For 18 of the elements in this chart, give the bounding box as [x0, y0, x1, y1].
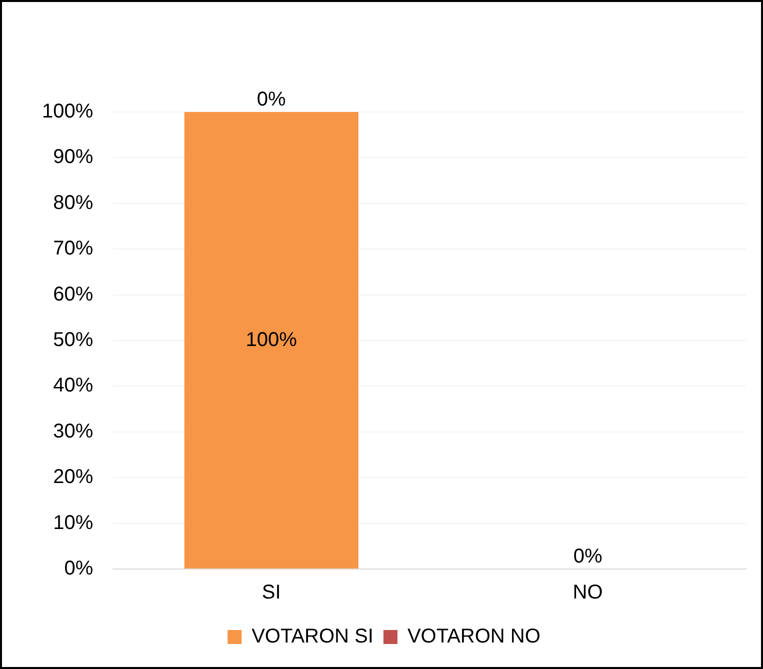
legend-label: VOTARON SI [252, 626, 374, 648]
y-tick-label: 90% [53, 146, 94, 168]
y-tick-label: 30% [53, 420, 94, 442]
legend-label: VOTARON NO [407, 626, 540, 648]
data-label: 0% [573, 546, 602, 568]
y-tick-label: 60% [53, 283, 94, 306]
y-tick-label: 80% [53, 192, 94, 214]
y-tick-label: 100% [42, 100, 94, 123]
y-tick-label: 20% [53, 466, 94, 488]
y-tick-label: 40% [53, 374, 94, 397]
data-label: 0% [256, 88, 286, 111]
x-tick-label: NO [572, 582, 603, 604]
y-tick-label: 10% [53, 512, 94, 534]
y-tick-label: 50% [53, 329, 94, 352]
y-tick-label: 70% [53, 238, 94, 260]
x-tick-label: SI [262, 582, 281, 604]
data-label: 100% [246, 328, 298, 351]
y-tick-label: 0% [64, 558, 94, 580]
